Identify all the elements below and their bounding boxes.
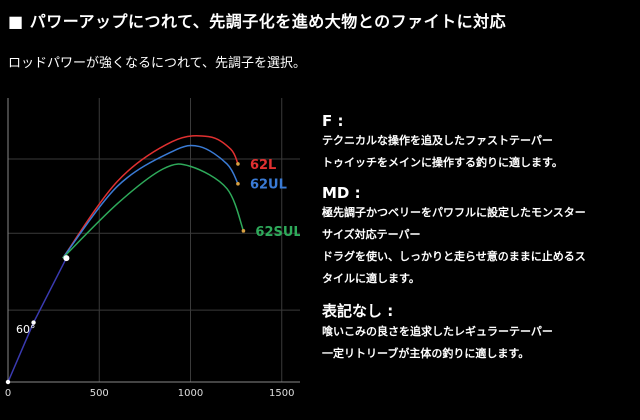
note-none: 表記なし : 喰いこみの良さを追求したレギュラーテーパー 一定リトリーブが主体の… xyxy=(322,300,632,365)
series-line-62sul xyxy=(62,163,245,259)
chart-labels: 62L 62UL 62SUL xyxy=(250,158,300,240)
angle-label: 60° xyxy=(16,323,36,336)
note-line: 極先調子かつベリーをパワフルに設定したモンスター xyxy=(322,206,586,219)
notes-panel: F : テクニカルな操作を追及したファストテーパー トゥイッチをメインに操作する… xyxy=(322,112,632,365)
guide-point xyxy=(5,379,11,385)
series-end-point-62sul xyxy=(241,229,246,233)
series-end-point-62l xyxy=(236,162,240,166)
note-heading: F : xyxy=(322,112,344,130)
series-label-62sul: 62SUL xyxy=(255,225,300,240)
note-line: ドラグを使い、しっかりと走らせ意のままに止めるス xyxy=(322,250,586,263)
note-heading: 表記なし : xyxy=(322,302,394,320)
note-line: サイズ対応テーパー xyxy=(322,228,421,241)
guide-point xyxy=(31,320,36,325)
guide-line xyxy=(7,257,68,383)
series-line-62l xyxy=(62,134,239,259)
note-f: F : テクニカルな操作を追及したファストテーパー トゥイッチをメインに操作する… xyxy=(322,112,632,174)
note-line: テクニカルな操作を追及したファストテーパー xyxy=(322,134,553,147)
series-label-62l: 62L xyxy=(250,158,276,173)
note-heading: MD : xyxy=(322,184,361,202)
note-md: MD : 極先調子かつベリーをパワフルに設定したモンスター サイズ対応テーパー … xyxy=(322,184,632,290)
series-line-62ul xyxy=(62,144,239,259)
taper-chart: 0 500 1000 1500 62L 62UL 62SUL 60° xyxy=(5,98,300,399)
x-tick-label: 1500 xyxy=(269,388,294,399)
note-line: 一定リトリーブが主体の釣りに適します。 xyxy=(322,347,530,360)
chart-curves xyxy=(7,134,246,383)
x-tick-label: 1000 xyxy=(178,388,203,399)
series-end-point-62ul xyxy=(236,181,240,186)
subhead: ロッドパワーが強くなるにつれて、先調子を選択。 xyxy=(8,56,306,71)
note-line: 喰いこみの良さを追求したレギュラーテーパー xyxy=(322,325,553,338)
x-tick-label: 500 xyxy=(90,388,109,399)
note-line: タイルに適します。 xyxy=(322,272,420,285)
series-label-62ul: 62UL xyxy=(250,178,287,193)
chart-points xyxy=(5,255,70,385)
x-tick-label: 0 xyxy=(5,388,11,399)
guide-point xyxy=(63,255,70,262)
headline: ■ パワーアップにつれて、先調子化を進め大物とのファイトに対応 xyxy=(8,12,507,31)
note-line: トゥイッチをメインに操作する釣りに適します。 xyxy=(322,156,563,169)
chart-grid: 0 500 1000 1500 xyxy=(5,98,300,399)
